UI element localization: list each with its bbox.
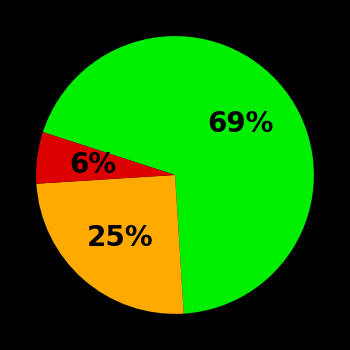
Text: 25%: 25% [86, 224, 153, 252]
Wedge shape [43, 36, 314, 314]
Wedge shape [36, 175, 184, 314]
Text: 6%: 6% [69, 150, 116, 178]
Wedge shape [36, 132, 175, 184]
Text: 69%: 69% [208, 110, 274, 138]
